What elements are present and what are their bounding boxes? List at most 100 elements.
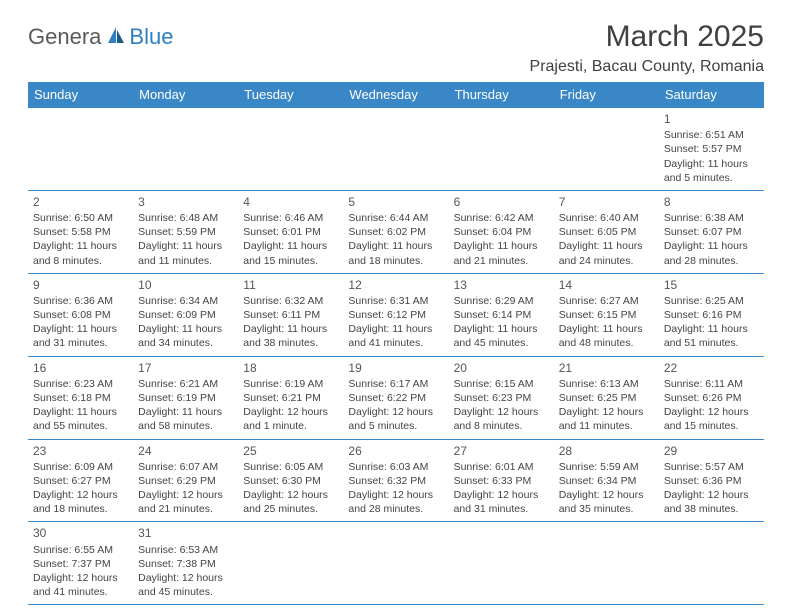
daylight-text: Daylight: 11 hours and 24 minutes. xyxy=(559,239,654,267)
sunset-text: Sunset: 6:01 PM xyxy=(243,225,338,239)
sunset-text: Sunset: 6:18 PM xyxy=(33,391,128,405)
day-number: 2 xyxy=(33,194,128,210)
day-number: 3 xyxy=(138,194,233,210)
calendar-cell: 12Sunrise: 6:31 AMSunset: 6:12 PMDayligh… xyxy=(343,273,448,356)
weekday-header: Monday xyxy=(133,82,238,108)
calendar-cell: 1Sunrise: 6:51 AMSunset: 5:57 PMDaylight… xyxy=(659,108,764,191)
day-number: 26 xyxy=(348,443,443,459)
logo-text-part2: Blue xyxy=(129,24,173,50)
daylight-text: Daylight: 11 hours and 58 minutes. xyxy=(138,405,233,433)
calendar-cell xyxy=(133,108,238,191)
daylight-text: Daylight: 11 hours and 28 minutes. xyxy=(664,239,759,267)
sunrise-text: Sunrise: 6:55 AM xyxy=(33,543,128,557)
day-number: 13 xyxy=(454,277,549,293)
daylight-text: Daylight: 11 hours and 51 minutes. xyxy=(664,322,759,350)
sunset-text: Sunset: 6:36 PM xyxy=(664,474,759,488)
daylight-text: Daylight: 12 hours and 25 minutes. xyxy=(243,488,338,516)
daylight-text: Daylight: 12 hours and 11 minutes. xyxy=(559,405,654,433)
calendar-cell: 11Sunrise: 6:32 AMSunset: 6:11 PMDayligh… xyxy=(238,273,343,356)
weekday-header: Sunday xyxy=(28,82,133,108)
sunset-text: Sunset: 6:04 PM xyxy=(454,225,549,239)
sunrise-text: Sunrise: 6:42 AM xyxy=(454,211,549,225)
sunset-text: Sunset: 6:32 PM xyxy=(348,474,443,488)
daylight-text: Daylight: 11 hours and 31 minutes. xyxy=(33,322,128,350)
sunrise-text: Sunrise: 6:23 AM xyxy=(33,377,128,391)
day-number: 15 xyxy=(664,277,759,293)
sunrise-text: Sunrise: 6:46 AM xyxy=(243,211,338,225)
calendar-cell: 30 Sunrise: 6:55 AMSunset: 7:37 PMDayligh… xyxy=(28,522,133,605)
daylight-text: Daylight: 11 hours and 8 minutes. xyxy=(33,239,128,267)
sunset-text: Sunset: 6:09 PM xyxy=(138,308,233,322)
calendar-cell xyxy=(28,108,133,191)
day-number: 22 xyxy=(664,360,759,376)
daylight-text: Daylight: 11 hours and 41 minutes. xyxy=(348,322,443,350)
day-number: 8 xyxy=(664,194,759,210)
calendar-cell: 9Sunrise: 6:36 AMSunset: 6:08 PMDaylight… xyxy=(28,273,133,356)
calendar-cell: 19Sunrise: 6:17 AMSunset: 6:22 PMDayligh… xyxy=(343,356,448,439)
daylight-text: Daylight: 11 hours and 11 minutes. xyxy=(138,239,233,267)
sunrise-text: Sunrise: 6:21 AM xyxy=(138,377,233,391)
day-number: 5 xyxy=(348,194,443,210)
calendar-cell: 8Sunrise: 6:38 AMSunset: 6:07 PMDaylight… xyxy=(659,190,764,273)
logo-text-part1: Genera xyxy=(28,24,101,50)
calendar-cell: 17Sunrise: 6:21 AMSunset: 6:19 PMDayligh… xyxy=(133,356,238,439)
sunrise-text: Sunrise: 6:29 AM xyxy=(454,294,549,308)
sunset-text: Sunset: 6:27 PM xyxy=(33,474,128,488)
calendar-cell xyxy=(238,522,343,605)
sunset-text: Sunset: 7:37 PM xyxy=(33,557,128,571)
daylight-text: Daylight: 12 hours and 28 minutes. xyxy=(348,488,443,516)
day-number: 1 xyxy=(664,111,759,127)
sunrise-text: Sunrise: 5:59 AM xyxy=(559,460,654,474)
daylight-text: Daylight: 12 hours and 41 minutes. xyxy=(33,571,128,599)
weekday-header: Tuesday xyxy=(238,82,343,108)
weekday-header: Friday xyxy=(554,82,659,108)
day-number: 23 xyxy=(33,443,128,459)
month-title: March 2025 xyxy=(530,20,764,54)
location: Prajesti, Bacau County, Romania xyxy=(530,58,764,76)
calendar-cell: 22Sunrise: 6:11 AMSunset: 6:26 PMDayligh… xyxy=(659,356,764,439)
daylight-text: Daylight: 12 hours and 35 minutes. xyxy=(559,488,654,516)
sunrise-text: Sunrise: 6:34 AM xyxy=(138,294,233,308)
daylight-text: Daylight: 11 hours and 45 minutes. xyxy=(454,322,549,350)
day-number: 14 xyxy=(559,277,654,293)
daylight-text: Daylight: 11 hours and 18 minutes. xyxy=(348,239,443,267)
logo-sail-icon xyxy=(106,25,126,50)
calendar-cell: 2Sunrise: 6:50 AMSunset: 5:58 PMDaylight… xyxy=(28,190,133,273)
day-number: 31 xyxy=(138,525,233,541)
calendar-row: 1Sunrise: 6:51 AMSunset: 5:57 PMDaylight… xyxy=(28,108,764,191)
weekday-header: Saturday xyxy=(659,82,764,108)
calendar-row: 16Sunrise: 6:23 AMSunset: 6:18 PM Dayligh… xyxy=(28,356,764,439)
sunrise-text: Sunrise: 6:44 AM xyxy=(348,211,443,225)
daylight-text: Daylight: 11 hours and 38 minutes. xyxy=(243,322,338,350)
calendar-cell: 28Sunrise: 5:59 AMSunset: 6:34 PMDayligh… xyxy=(554,439,659,522)
daylight-text: Daylight: 12 hours and 8 minutes. xyxy=(454,405,549,433)
daylight-text: Daylight: 11 hours and 34 minutes. xyxy=(138,322,233,350)
sunrise-text: Sunrise: 6:17 AM xyxy=(348,377,443,391)
calendar-cell: 13Sunrise: 6:29 AMSunset: 6:14 PMDayligh… xyxy=(449,273,554,356)
day-number: 30 xyxy=(33,525,128,541)
sunset-text: Sunset: 5:57 PM xyxy=(664,142,759,156)
calendar-cell: 18Sunrise: 6:19 AMSunset: 6:21 PMDayligh… xyxy=(238,356,343,439)
calendar-cell xyxy=(449,108,554,191)
calendar-cell xyxy=(238,108,343,191)
calendar-cell: 31Sunrise: 6:53 AMSunset: 7:38 PMDayligh… xyxy=(133,522,238,605)
sunrise-text: Sunrise: 6:19 AM xyxy=(243,377,338,391)
sunrise-text: Sunrise: 6:05 AM xyxy=(243,460,338,474)
day-number: 27 xyxy=(454,443,549,459)
sunset-text: Sunset: 6:08 PM xyxy=(33,308,128,322)
day-number: 16 xyxy=(33,360,128,376)
calendar-cell xyxy=(554,522,659,605)
day-number: 9 xyxy=(33,277,128,293)
day-number: 19 xyxy=(348,360,443,376)
day-number: 11 xyxy=(243,277,338,293)
sunrise-text: Sunrise: 6:11 AM xyxy=(664,377,759,391)
daylight-text: Daylight: 11 hours and 21 minutes. xyxy=(454,239,549,267)
day-number: 28 xyxy=(559,443,654,459)
sunrise-text: Sunrise: 6:32 AM xyxy=(243,294,338,308)
sunset-text: Sunset: 5:58 PM xyxy=(33,225,128,239)
calendar-cell: 24Sunrise: 6:07 AMSunset: 6:29 PMDayligh… xyxy=(133,439,238,522)
calendar-cell: 10Sunrise: 6:34 AMSunset: 6:09 PMDayligh… xyxy=(133,273,238,356)
sunset-text: Sunset: 6:19 PM xyxy=(138,391,233,405)
day-number: 17 xyxy=(138,360,233,376)
day-number: 7 xyxy=(559,194,654,210)
